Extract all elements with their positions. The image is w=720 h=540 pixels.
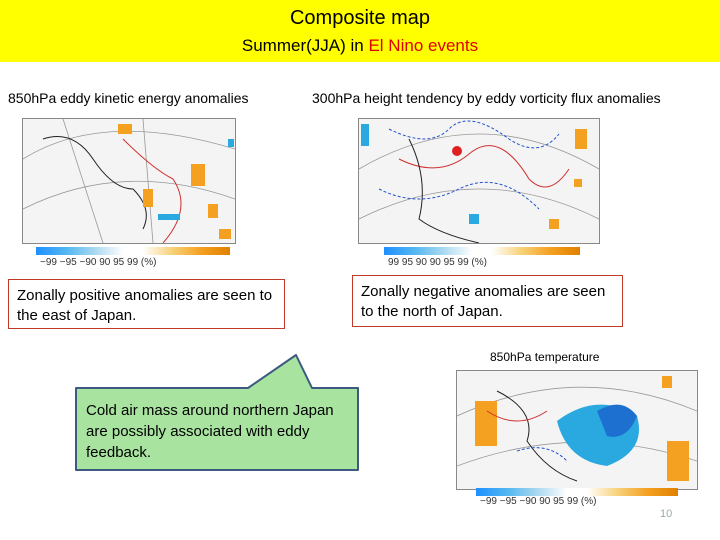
middle-colorbar <box>384 247 580 255</box>
map-graphic <box>457 371 697 489</box>
slide-title: Composite map <box>289 7 431 29</box>
slide-subtitle: Summer(JJA) in El Nino events <box>0 36 720 56</box>
title-banner: Composite map Summer(JJA) in El Nino eve… <box>0 0 720 62</box>
subtitle-prefix: Summer(JJA) in <box>241 36 369 55</box>
left-annotation-box: Zonally positive anomalies are seen to t… <box>8 279 285 329</box>
subtitle-highlight: El Nino events <box>368 36 479 55</box>
middle-colorbar-ticks: 99 95 90 90 95 99 (%) <box>388 257 487 268</box>
map-graphic <box>23 119 235 243</box>
map-eddy-kinetic-energy <box>22 118 236 244</box>
bottom-colorbar-ticks: −99 −95 −90 90 95 99 (%) <box>480 496 597 507</box>
map-temperature <box>456 370 698 490</box>
page-number: 10 <box>660 508 673 520</box>
right-annotation-box: Zonally negative anomalies are seen to t… <box>352 275 623 327</box>
bottom-panel-label: 850hPa temperature <box>490 350 600 364</box>
left-colorbar-ticks: −99 −95 −90 90 95 99 (%) <box>40 257 157 268</box>
bottom-colorbar <box>476 488 678 496</box>
middle-panel-label: 300hPa height tendency by eddy vorticity… <box>312 90 661 106</box>
map-height-tendency <box>358 118 600 244</box>
callout-text: Cold air mass around northern Japan are … <box>86 402 334 461</box>
left-colorbar <box>36 247 230 255</box>
map-graphic <box>359 119 599 243</box>
left-panel-label: 850hPa eddy kinetic energy anomalies <box>8 90 249 106</box>
